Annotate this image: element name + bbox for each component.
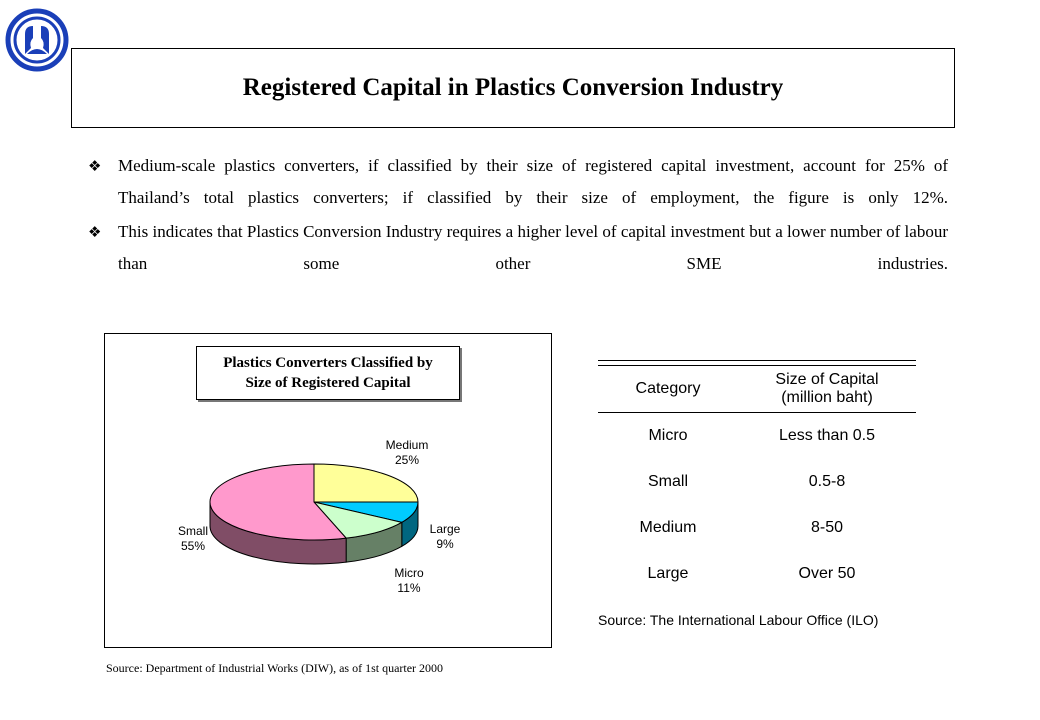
pie-label-medium-value: 25% bbox=[394, 453, 420, 467]
pie-label-micro-value: 11% bbox=[397, 581, 421, 595]
capital-table-wrap: Category Size of Capital (million baht) … bbox=[598, 360, 916, 597]
chart-source: Source: Department of Industrial Works (… bbox=[106, 661, 444, 675]
title-box: Registered Capital in Plastics Conversio… bbox=[71, 48, 955, 128]
bullet-text: Medium-scale plastics converters, if cla… bbox=[118, 156, 948, 207]
table-cell-category: Micro bbox=[648, 427, 688, 444]
pie-label-large-value: 9% bbox=[436, 537, 454, 551]
bullet-list: ❖ Medium-scale plastics converters, if c… bbox=[88, 150, 948, 282]
pie-label-large: Large 9% bbox=[420, 522, 470, 552]
table-cell-capital: 0.5-8 bbox=[808, 473, 846, 490]
capital-table: Category Size of Capital (million baht) … bbox=[598, 360, 916, 597]
chart-title: Plastics Converters Classified by Size o… bbox=[196, 346, 460, 400]
chart-title-line-2: Size of Registered Capital bbox=[245, 375, 411, 391]
chart-title-line-1: Plastics Converters Classified by bbox=[223, 355, 433, 371]
pie-label-medium: Medium 25% bbox=[382, 438, 432, 468]
table-cell-capital: 8-50 bbox=[810, 519, 844, 536]
table-row: Micro Less than 0.5 bbox=[598, 413, 916, 460]
table-cell-category: Small bbox=[647, 473, 688, 490]
table-row: Large Over 50 bbox=[598, 551, 916, 597]
pie-label-small: Small 55% bbox=[168, 524, 218, 554]
table-cell-category: Medium bbox=[639, 519, 697, 536]
pie-label-small-value: 55% bbox=[180, 539, 206, 553]
table-row: Small 0.5-8 bbox=[598, 459, 916, 505]
organization-logo bbox=[5, 8, 69, 72]
bullet-item: ❖ This indicates that Plastics Conversio… bbox=[88, 216, 948, 280]
diamond-bullet-icon: ❖ bbox=[88, 157, 102, 175]
bullet-text: This indicates that Plastics Conversion … bbox=[118, 222, 948, 273]
table-header-category: Category bbox=[598, 365, 738, 413]
table-cell-capital: Less than 0.5 bbox=[778, 427, 876, 444]
bullet-item: ❖ Medium-scale plastics converters, if c… bbox=[88, 150, 948, 214]
table-source: Source: The International Labour Office … bbox=[598, 612, 879, 628]
pie-label-micro-name: Micro bbox=[394, 566, 424, 580]
pie-label-small-name: Small bbox=[177, 524, 208, 538]
table-row: Medium 8-50 bbox=[598, 505, 916, 551]
chart-frame bbox=[104, 333, 552, 648]
table-header-capital: Size of Capital (million baht) bbox=[738, 365, 916, 413]
table-cell-category: Large bbox=[647, 565, 689, 582]
table-header-capital-line-1: Size of Capital bbox=[775, 371, 879, 388]
table-cell-capital: Over 50 bbox=[798, 565, 856, 582]
page-title: Registered Capital in Plastics Conversio… bbox=[242, 74, 784, 101]
diamond-bullet-icon: ❖ bbox=[88, 223, 102, 241]
table-header-capital-line-2: (million baht) bbox=[781, 389, 873, 406]
pie-label-medium-name: Medium bbox=[385, 438, 429, 452]
pie-label-micro: Micro 11% bbox=[384, 566, 434, 596]
pie-label-large-name: Large bbox=[429, 522, 461, 536]
